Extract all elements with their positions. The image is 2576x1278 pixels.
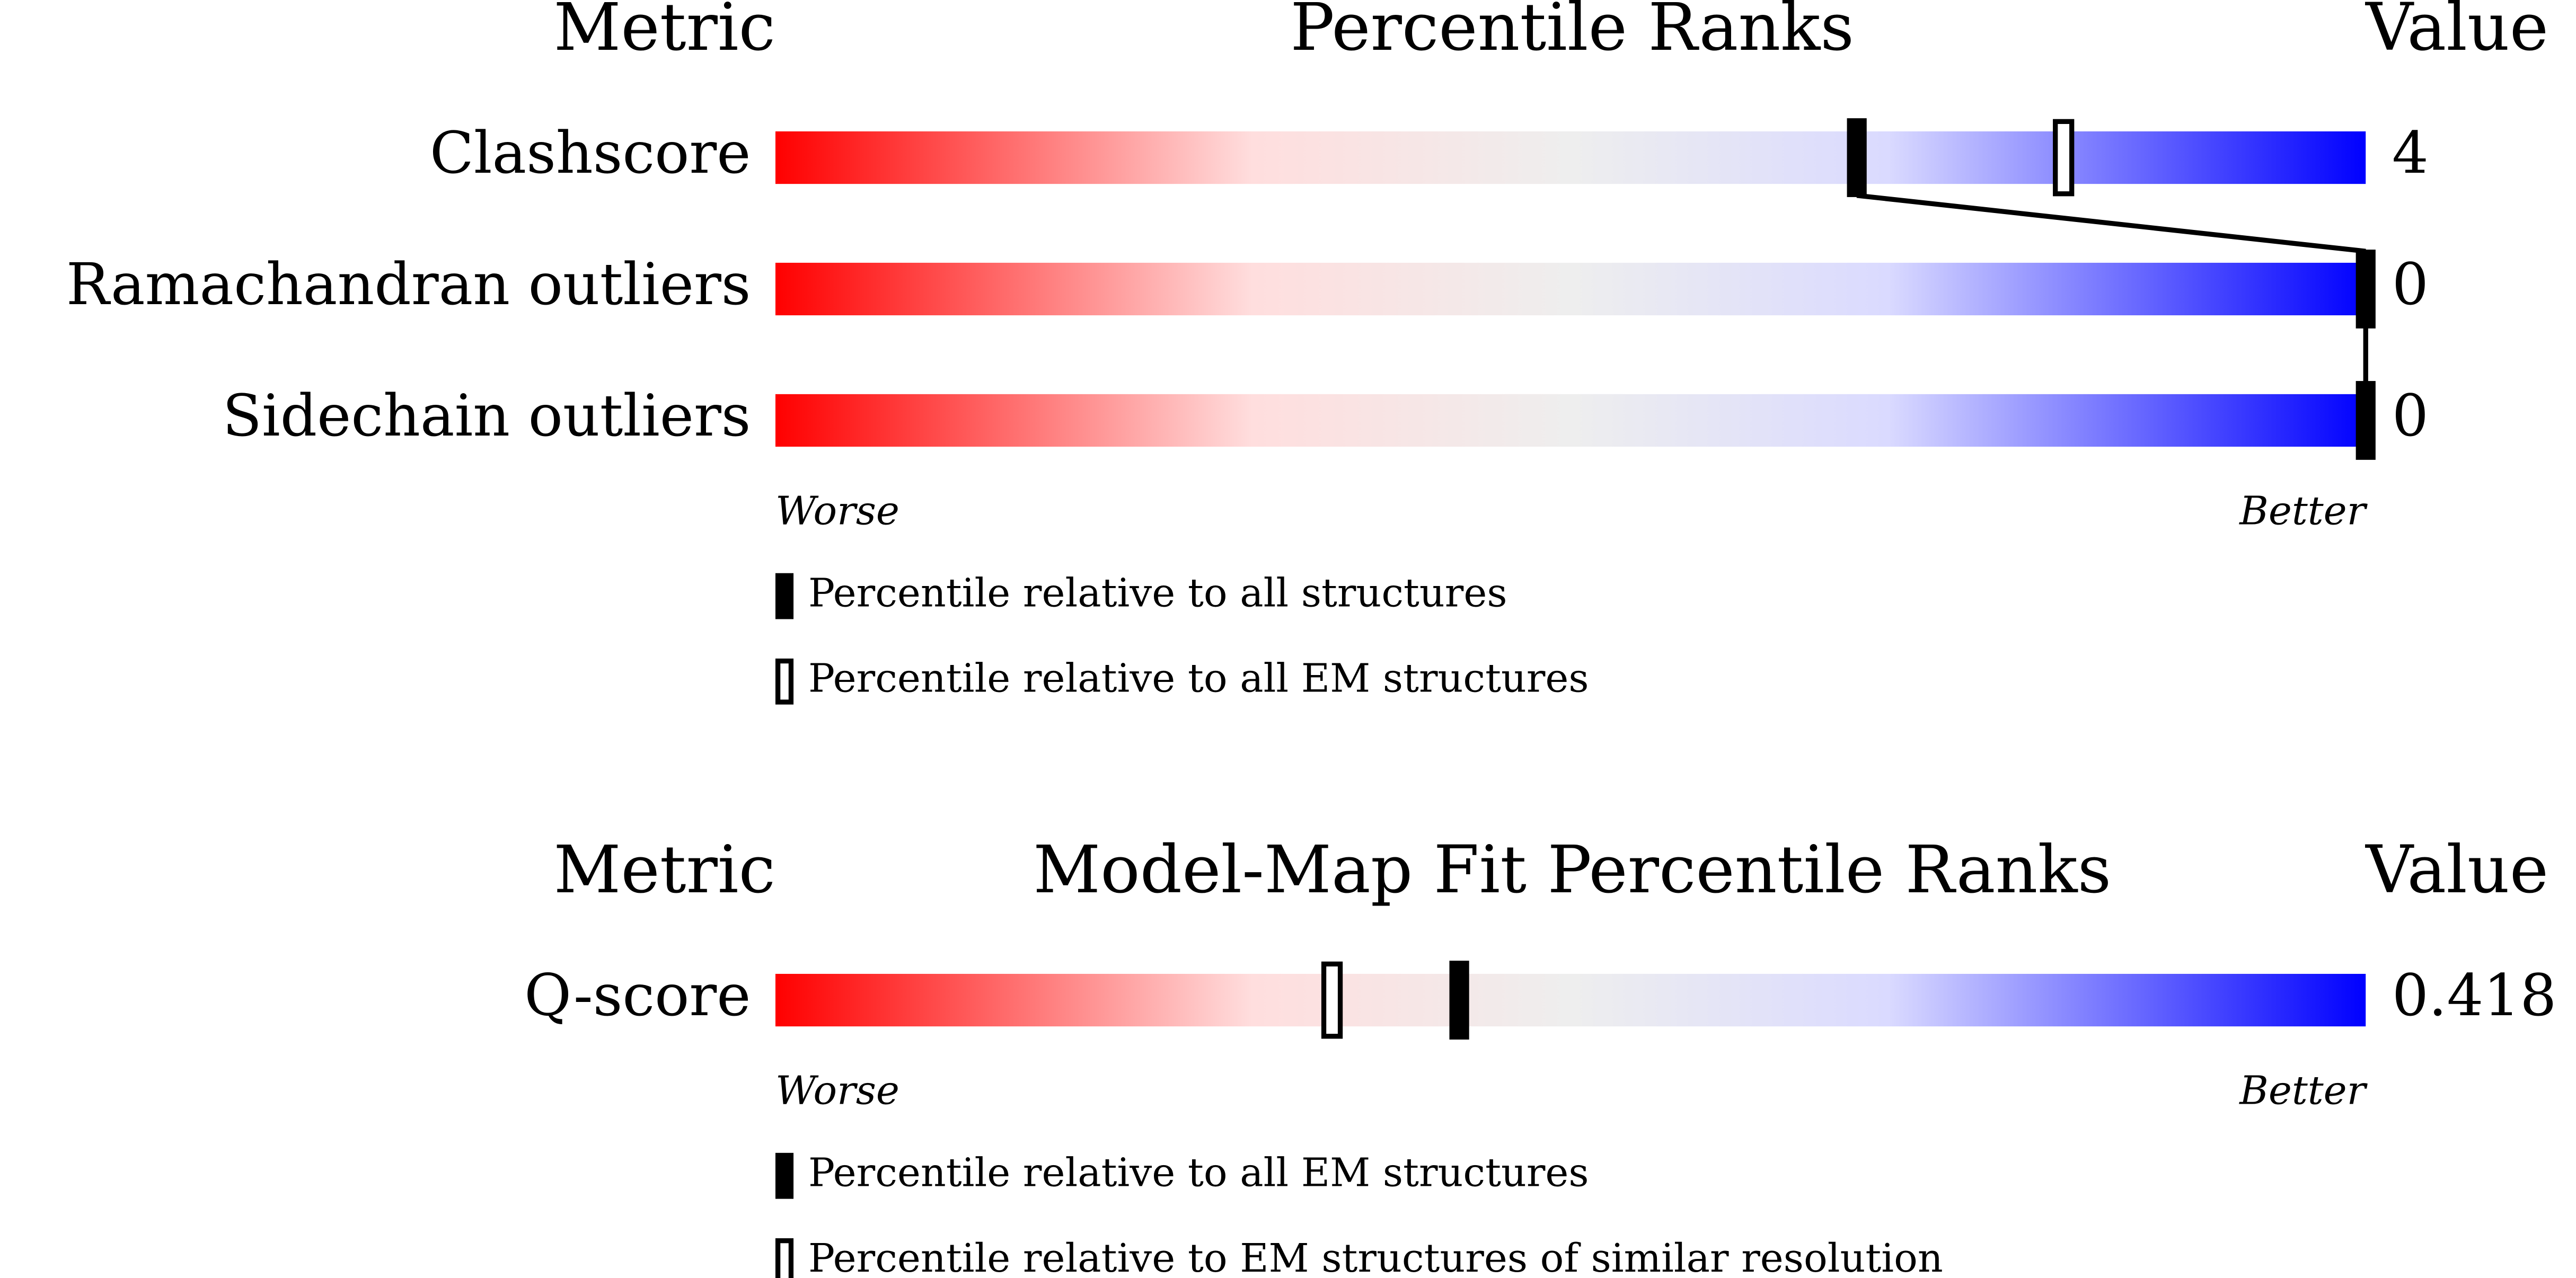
metric-label: Sidechain outliers xyxy=(223,382,751,449)
metric-value: 4 xyxy=(2392,119,2429,187)
legend-filled-icon xyxy=(775,1152,794,1199)
filled-marker xyxy=(2356,381,2376,460)
better-label: Better xyxy=(2238,1068,2368,1114)
worse-label: Worse xyxy=(775,488,899,534)
legend-filled-icon xyxy=(775,573,794,619)
metric-value: 0.418 xyxy=(2392,962,2557,1029)
slider-bar xyxy=(775,262,2366,316)
value-header: Value xyxy=(2365,832,2548,908)
hollow-marker xyxy=(1321,961,1343,1039)
worse-label: Worse xyxy=(775,1068,899,1114)
metric-label: Q-score xyxy=(524,962,751,1029)
slider-bar xyxy=(775,973,2366,1027)
metric-value: 0 xyxy=(2392,251,2429,318)
hollow-marker xyxy=(2053,119,2075,197)
metric-value: 0 xyxy=(2392,382,2429,449)
value-header: Value xyxy=(2365,0,2548,66)
legend-hollow-icon xyxy=(775,658,794,705)
metric-label: Clashscore xyxy=(430,119,751,187)
metric-header: Metric xyxy=(553,0,775,66)
filled-marker xyxy=(1847,118,1867,197)
legend-hollow: Percentile relative to all EM structures xyxy=(808,655,1589,702)
filled-marker xyxy=(1449,961,1469,1040)
legend-hollow: Percentile relative to EM structures of … xyxy=(808,1235,1943,1278)
legend-hollow-icon xyxy=(775,1238,794,1278)
metric-label: Ramachandran outliers xyxy=(66,251,751,318)
title-header: Percentile Ranks xyxy=(1290,0,1854,66)
legend-filled: Percentile relative to all structures xyxy=(808,570,1507,616)
filled-marker xyxy=(2356,250,2376,329)
better-label: Better xyxy=(2238,488,2368,534)
title-header: Model-Map Fit Percentile Ranks xyxy=(1033,832,2111,908)
connector xyxy=(1856,193,2366,254)
metric-header: Metric xyxy=(553,832,775,908)
slider-bar xyxy=(775,131,2366,184)
legend-filled: Percentile relative to all EM structures xyxy=(808,1150,1589,1196)
slider-bar xyxy=(775,394,2366,447)
